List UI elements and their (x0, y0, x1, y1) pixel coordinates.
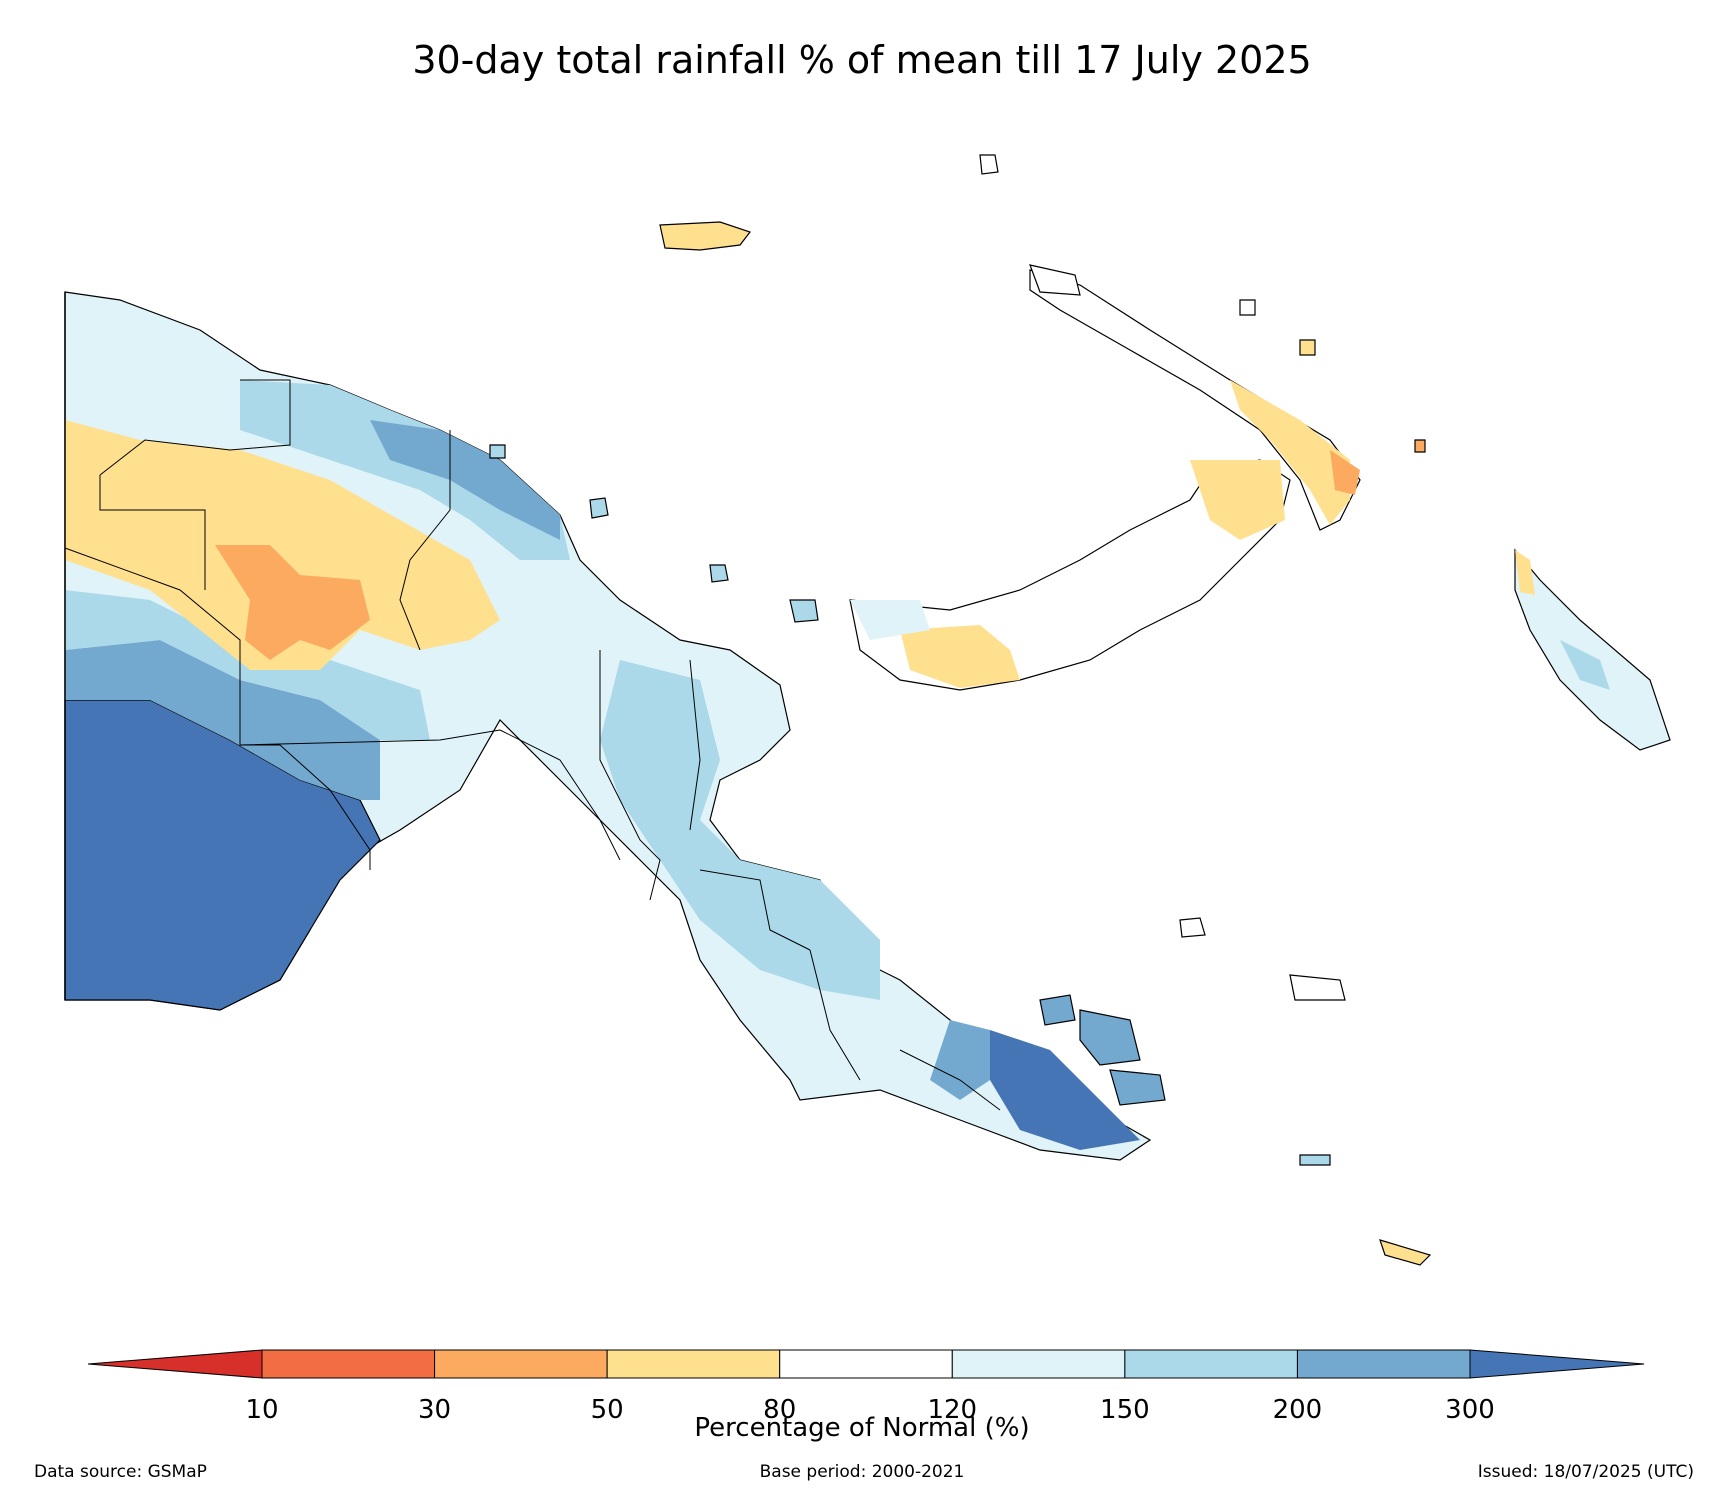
mussau-island (979, 154, 999, 175)
wuvulu-island (489, 444, 506, 459)
colorbar-bin (779, 1349, 953, 1379)
colorbar-tick-label: 10 (245, 1395, 278, 1425)
milne-bay-wet (990, 1030, 1140, 1150)
bougainville-north (1515, 550, 1535, 595)
colorbar-bin (434, 1349, 608, 1379)
colorbar-tick-label: 80 (763, 1395, 796, 1425)
north-coast-wet (240, 380, 570, 560)
colorbar-title: Percentage of Normal (%) (694, 1413, 1030, 1443)
colorbar-bin-over (1469, 1349, 1645, 1379)
colorbar-tick-label: 50 (591, 1395, 624, 1425)
karkar-island (589, 497, 609, 519)
tabar-island (1239, 299, 1256, 316)
new-britain-east-dry (1190, 460, 1285, 540)
colorbar-bin (261, 1349, 436, 1379)
new-ireland-drier (1330, 450, 1360, 495)
mainland (64, 291, 1152, 1161)
normanby-island (1109, 1069, 1166, 1106)
new-britain-west-dry (900, 625, 1020, 688)
manus-island (659, 221, 751, 251)
islands (489, 154, 1671, 1266)
lihir-island (1299, 339, 1316, 356)
east-tail-150 (600, 660, 880, 1000)
bougainville (1514, 548, 1671, 751)
colorbar-bin (1124, 1349, 1298, 1379)
colorbar-bins (87, 1349, 1645, 1379)
south-band-200 (65, 640, 380, 800)
colorbar-tick-label: 120 (927, 1395, 977, 1425)
woodlark-island (1289, 974, 1346, 1001)
base-period: Base period: 2000-2021 (759, 1462, 965, 1482)
fergusson-island (1079, 1009, 1141, 1066)
highlands-dry (65, 420, 500, 670)
colorbar-bin (951, 1349, 1126, 1379)
new-britain-west-tip (850, 600, 930, 640)
misima-island (1299, 1154, 1331, 1166)
milne-bay-200 (930, 1020, 990, 1100)
colorbar-tick-label: 300 (1445, 1395, 1495, 1425)
umboi-island (789, 599, 819, 623)
bougainville-mid (1560, 640, 1610, 690)
long-island (709, 564, 729, 583)
issued-date: Issued: 18/07/2025 (UTC) (1477, 1462, 1694, 1482)
goodenough-island (1039, 994, 1076, 1026)
colorbar-tick-labels: 10 30 50 80 120 150 200 300 (245, 1395, 1494, 1425)
new-ireland-dry (1230, 380, 1350, 525)
map-title: 30-day total rainfall % of mean till 17 … (412, 38, 1312, 82)
new-hanover (1029, 264, 1081, 296)
colorbar-tick-label: 30 (418, 1395, 451, 1425)
colorbar: 10 30 50 80 120 150 200 300 (87, 1349, 1645, 1425)
highlands-drier (215, 545, 370, 660)
data-source: Data source: GSMaP (34, 1462, 207, 1482)
colorbar-bin (1296, 1349, 1471, 1379)
new-ireland (1029, 269, 1361, 531)
rainfall-map (64, 154, 1671, 1266)
feni-island (1414, 439, 1426, 453)
north-coast-wetter (370, 420, 560, 540)
colorbar-tick-label: 150 (1100, 1395, 1150, 1425)
colorbar-bin (606, 1349, 781, 1379)
province-borders (64, 379, 1001, 1111)
rossel-island (1379, 1239, 1432, 1266)
colorbar-bin-under (87, 1349, 263, 1379)
trobriand-islands (1179, 917, 1206, 938)
colorbar-tick-label: 200 (1273, 1395, 1323, 1425)
